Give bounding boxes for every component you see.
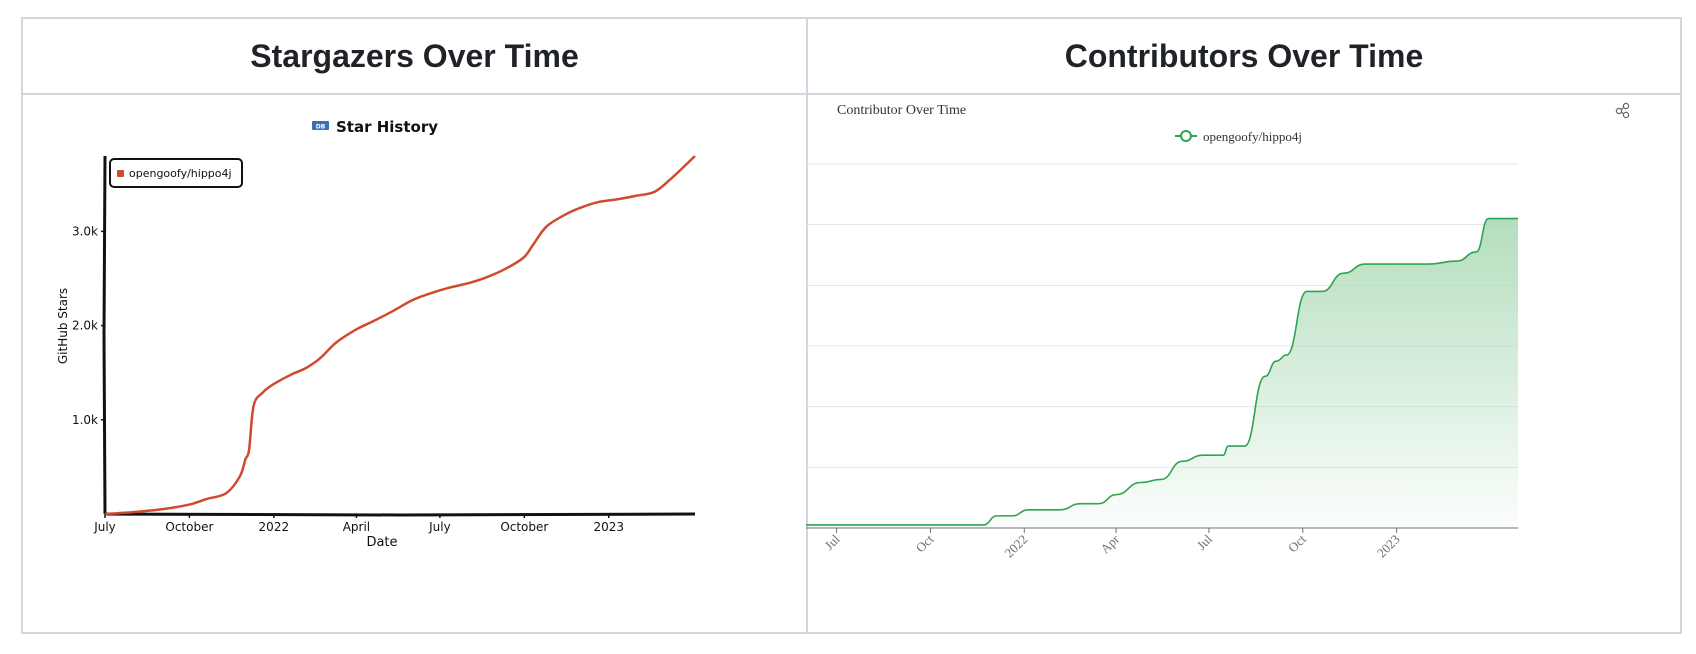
star-legend-box bbox=[109, 158, 243, 188]
contributor-x-ticks: Jul Oct 2022 Apr Jul Oct 2023 bbox=[821, 528, 1403, 561]
share-icon[interactable] bbox=[1615, 102, 1630, 119]
star-chart-title-text: Star History bbox=[336, 118, 438, 136]
contributor-x-tick-label: Apr bbox=[1097, 531, 1122, 556]
contributor-series-area bbox=[806, 218, 1518, 528]
star-chart-title: DB Star History bbox=[312, 118, 438, 136]
contributor-chart-title: Contributor Over Time bbox=[837, 103, 966, 118]
contributor-legend[interactable]: opengoofy/hippo4j bbox=[1175, 129, 1302, 144]
contributor-legend-label: opengoofy/hippo4j bbox=[1203, 129, 1302, 144]
star-legend-label: opengoofy/hippo4j bbox=[129, 167, 232, 180]
star-x-axis-label: Date bbox=[366, 535, 397, 550]
logo-badge-icon bbox=[312, 121, 329, 130]
star-y-tick-label: 3.0k bbox=[72, 224, 98, 238]
star-x-tick-label: 2022 bbox=[259, 520, 290, 534]
star-y-axis-label: GitHub Stars bbox=[56, 288, 70, 364]
star-x-tick-label: 2023 bbox=[593, 520, 624, 534]
star-y-tick-label: 2.0k bbox=[72, 319, 98, 333]
contributors-header: Contributors Over Time bbox=[1064, 37, 1424, 74]
contributor-x-tick-label: 2023 bbox=[1374, 532, 1403, 561]
column-divider bbox=[806, 19, 808, 632]
contributor-x-tick-label: 2022 bbox=[1001, 532, 1030, 561]
row-divider bbox=[23, 93, 1680, 95]
star-x-tick-label: April bbox=[343, 520, 370, 534]
contributor-chart: Contributor Over Time opengoofy/hippo4j … bbox=[806, 102, 1630, 561]
star-y-tick-label: 1.0k bbox=[72, 413, 98, 427]
star-series-line bbox=[104, 155, 696, 516]
contributor-x-tick-label: Oct bbox=[913, 531, 937, 555]
stargazers-header: Stargazers Over Time bbox=[250, 37, 579, 74]
star-y-ticks: 1.0k 2.0k 3.0k bbox=[72, 224, 105, 427]
contributor-x-tick-label: Jul bbox=[1194, 531, 1216, 553]
star-history-chart: DB Star History July October 2022 April July… bbox=[56, 118, 696, 550]
star-chart-axes bbox=[102, 155, 696, 517]
star-legend: opengoofy/hippo4j bbox=[109, 158, 243, 188]
star-x-tick-label: October bbox=[165, 520, 213, 534]
star-x-tick-label: October bbox=[500, 520, 548, 534]
star-x-tick-label: July bbox=[93, 520, 116, 534]
contributor-x-tick-label: Jul bbox=[821, 531, 843, 553]
star-y-axis bbox=[102, 155, 107, 515]
contributor-legend-marker bbox=[1180, 130, 1192, 142]
svg-text:DB: DB bbox=[316, 124, 326, 131]
contributor-x-tick-label: Oct bbox=[1285, 531, 1309, 555]
star-x-tick-label: July bbox=[428, 520, 451, 534]
contributor-series-line bbox=[806, 217, 1518, 526]
readme-table: Stargazers Over Time Contributors Over T… bbox=[21, 17, 1682, 634]
star-x-axis bbox=[104, 512, 696, 517]
star-legend-swatch bbox=[117, 170, 124, 177]
star-x-ticks: July October 2022 April July October 2023 bbox=[93, 514, 624, 534]
